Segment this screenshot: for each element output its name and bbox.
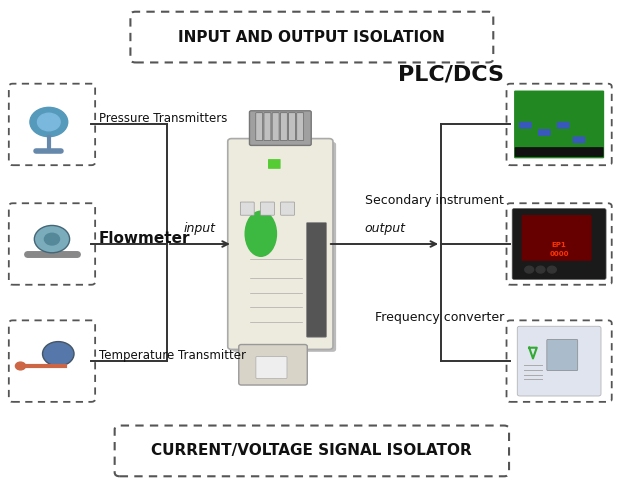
Text: Pressure Transmitters: Pressure Transmitters [99, 112, 227, 125]
FancyBboxPatch shape [239, 345, 307, 385]
Circle shape [44, 233, 59, 245]
FancyBboxPatch shape [249, 111, 311, 145]
FancyBboxPatch shape [9, 203, 95, 285]
FancyBboxPatch shape [115, 426, 509, 476]
FancyBboxPatch shape [514, 91, 604, 158]
Text: EP1: EP1 [552, 242, 566, 248]
FancyBboxPatch shape [280, 113, 287, 141]
FancyBboxPatch shape [507, 320, 612, 402]
FancyBboxPatch shape [547, 340, 578, 371]
FancyBboxPatch shape [261, 202, 275, 215]
Text: output: output [365, 222, 406, 235]
Text: Flowmeter: Flowmeter [99, 231, 190, 245]
Circle shape [34, 225, 70, 253]
Text: PLC/DCS: PLC/DCS [398, 64, 504, 84]
FancyBboxPatch shape [297, 113, 304, 141]
FancyBboxPatch shape [256, 113, 263, 141]
FancyBboxPatch shape [573, 136, 585, 143]
FancyBboxPatch shape [515, 147, 604, 157]
Circle shape [43, 342, 74, 366]
FancyBboxPatch shape [9, 320, 95, 402]
Circle shape [536, 266, 545, 273]
FancyBboxPatch shape [538, 129, 551, 136]
Circle shape [38, 113, 60, 131]
FancyBboxPatch shape [507, 203, 612, 285]
FancyBboxPatch shape [519, 122, 532, 128]
FancyBboxPatch shape [264, 113, 271, 141]
Text: Temperature Transmitter: Temperature Transmitter [99, 349, 246, 362]
FancyBboxPatch shape [281, 202, 295, 215]
Text: 0000: 0000 [549, 250, 569, 257]
FancyBboxPatch shape [241, 202, 255, 215]
FancyBboxPatch shape [9, 84, 95, 165]
Circle shape [547, 266, 556, 273]
FancyBboxPatch shape [517, 326, 601, 396]
FancyBboxPatch shape [306, 223, 326, 337]
Text: Secondary instrument: Secondary instrument [365, 194, 504, 207]
Circle shape [525, 266, 534, 273]
Circle shape [30, 107, 67, 137]
FancyBboxPatch shape [268, 159, 280, 169]
FancyBboxPatch shape [272, 113, 279, 141]
Text: input: input [183, 222, 215, 235]
FancyBboxPatch shape [228, 139, 333, 349]
Text: CURRENT/VOLTAGE SIGNAL ISOLATOR: CURRENT/VOLTAGE SIGNAL ISOLATOR [151, 444, 472, 458]
FancyBboxPatch shape [130, 12, 493, 62]
FancyBboxPatch shape [512, 209, 606, 279]
FancyBboxPatch shape [507, 84, 612, 165]
Ellipse shape [245, 211, 277, 256]
FancyBboxPatch shape [256, 356, 287, 379]
FancyBboxPatch shape [289, 113, 295, 141]
FancyBboxPatch shape [232, 142, 336, 352]
FancyBboxPatch shape [522, 215, 592, 261]
Circle shape [16, 362, 25, 370]
Text: INPUT AND OUTPUT ISOLATION: INPUT AND OUTPUT ISOLATION [178, 30, 445, 44]
FancyBboxPatch shape [557, 122, 570, 128]
Text: Frequency converter: Frequency converter [375, 311, 504, 324]
